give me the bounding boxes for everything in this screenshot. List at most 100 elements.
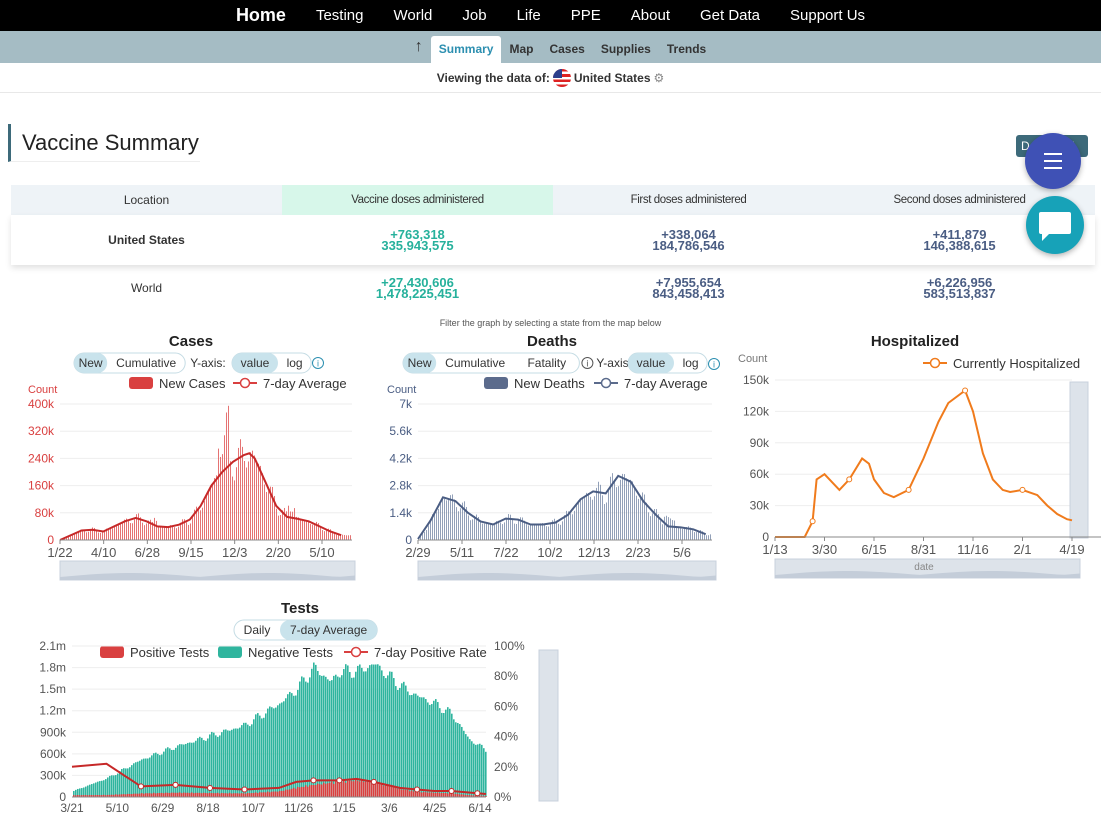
- deaths-bar[interactable]: [540, 523, 541, 540]
- cases-bar[interactable]: [330, 529, 331, 540]
- deaths-bar[interactable]: [678, 527, 679, 540]
- tests-negative-bar[interactable]: [371, 664, 373, 797]
- deaths-bar[interactable]: [684, 528, 685, 540]
- tests-positive-bar[interactable]: [381, 783, 383, 797]
- tests-negative-bar[interactable]: [343, 669, 345, 797]
- tests-negative-bar[interactable]: [153, 753, 155, 797]
- deaths-bar[interactable]: [614, 479, 615, 540]
- nav-life[interactable]: Life: [516, 7, 541, 24]
- tests-positive-bar[interactable]: [319, 784, 321, 797]
- deaths-bar[interactable]: [668, 517, 669, 540]
- cases-bar[interactable]: [212, 483, 213, 540]
- tests-positive-bar[interactable]: [75, 795, 77, 797]
- cases-bar[interactable]: [322, 530, 323, 540]
- deaths-bar[interactable]: [590, 496, 591, 540]
- deaths-bar[interactable]: [634, 487, 635, 540]
- tests-positive-bar[interactable]: [323, 782, 325, 797]
- tests-positive-bar[interactable]: [397, 788, 399, 797]
- tests-negative-bar[interactable]: [451, 713, 453, 797]
- deaths-bar[interactable]: [468, 515, 469, 540]
- tests-positive-bar[interactable]: [367, 781, 369, 797]
- tests-negative-bar[interactable]: [485, 751, 487, 797]
- deaths-bar[interactable]: [700, 530, 701, 540]
- tests-negative-bar[interactable]: [117, 773, 119, 797]
- tests-negative-bar[interactable]: [259, 715, 261, 797]
- tests-rate-point[interactable]: [207, 784, 213, 791]
- cases-bar[interactable]: [106, 528, 107, 540]
- tests-positive-bar[interactable]: [201, 793, 203, 797]
- tests-positive-bar[interactable]: [455, 793, 457, 797]
- tests-negative-bar[interactable]: [421, 697, 423, 797]
- deaths-yaxis-option-value[interactable]: value: [637, 356, 666, 370]
- cases-bar[interactable]: [270, 486, 271, 540]
- tests-negative-bar[interactable]: [363, 671, 365, 797]
- cases-legend-new-swatch[interactable]: [129, 377, 153, 389]
- deaths-bar[interactable]: [654, 509, 655, 540]
- tests-positive-bar[interactable]: [129, 793, 131, 797]
- deaths-bar[interactable]: [618, 486, 619, 540]
- cases-bar[interactable]: [180, 522, 181, 540]
- cases-bar[interactable]: [232, 476, 233, 540]
- tests-negative-bar[interactable]: [425, 699, 427, 797]
- tests-negative-bar[interactable]: [237, 728, 239, 797]
- tests-rate-point[interactable]: [474, 790, 481, 797]
- tests-negative-bar[interactable]: [279, 703, 281, 797]
- deaths-bar[interactable]: [524, 520, 525, 540]
- tests-negative-bar[interactable]: [271, 707, 273, 797]
- tests-positive-bar[interactable]: [127, 793, 129, 797]
- deaths-mode-option-fatality[interactable]: Fatality: [527, 356, 566, 370]
- deaths-bar[interactable]: [692, 530, 693, 540]
- tests-negative-bar[interactable]: [427, 702, 429, 797]
- tests-negative-bar[interactable]: [173, 749, 175, 797]
- tests-negative-bar[interactable]: [407, 691, 409, 797]
- tests-positive-bar[interactable]: [329, 782, 331, 797]
- tests-negative-bar[interactable]: [443, 713, 445, 797]
- tests-positive-bar[interactable]: [387, 785, 389, 797]
- tests-positive-bar[interactable]: [317, 783, 319, 797]
- deaths-bar[interactable]: [534, 524, 535, 540]
- tests-negative-bar[interactable]: [93, 783, 95, 797]
- cases-bar[interactable]: [208, 490, 209, 540]
- cases-mode-option-cumulative[interactable]: Cumulative: [116, 356, 176, 370]
- tests-negative-bar[interactable]: [433, 700, 435, 797]
- cases-bar[interactable]: [250, 452, 251, 540]
- deaths-bar[interactable]: [426, 529, 427, 540]
- tests-legend-negative[interactable]: Negative Tests: [248, 645, 334, 660]
- cases-bar[interactable]: [186, 522, 187, 540]
- tests-negative-bar[interactable]: [189, 742, 191, 797]
- cases-bar[interactable]: [148, 520, 149, 540]
- tests-positive-bar[interactable]: [231, 793, 233, 797]
- cases-bar[interactable]: [98, 532, 99, 540]
- deaths-bar[interactable]: [444, 498, 445, 540]
- cases-bar[interactable]: [142, 522, 143, 540]
- tests-positive-bar[interactable]: [349, 780, 351, 797]
- deaths-bar[interactable]: [516, 523, 517, 540]
- tests-positive-bar[interactable]: [299, 787, 301, 797]
- deaths-bar[interactable]: [494, 523, 495, 540]
- tests-positive-bar[interactable]: [247, 793, 249, 797]
- tests-rate-point[interactable]: [448, 787, 455, 794]
- cases-bar[interactable]: [190, 523, 191, 540]
- tests-negative-bar[interactable]: [87, 785, 89, 797]
- cases-legend-new[interactable]: New Cases: [159, 376, 226, 391]
- cases-bar[interactable]: [130, 523, 131, 540]
- tests-rate-point[interactable]: [414, 786, 420, 793]
- tests-negative-bar[interactable]: [473, 743, 475, 797]
- cases-bar[interactable]: [292, 511, 293, 540]
- deaths-bar[interactable]: [584, 495, 585, 540]
- tests-positive-bar[interactable]: [153, 792, 155, 797]
- tests-positive-bar[interactable]: [353, 781, 355, 797]
- cases-bar[interactable]: [194, 509, 195, 540]
- tests-positive-bar[interactable]: [183, 792, 185, 797]
- viewing-country[interactable]: United States: [573, 70, 651, 85]
- deaths-bar[interactable]: [682, 528, 683, 540]
- deaths-bar[interactable]: [474, 515, 475, 540]
- cases-bar[interactable]: [188, 524, 189, 540]
- tests-positive-bar[interactable]: [73, 795, 75, 797]
- tests-negative-bar[interactable]: [479, 743, 481, 797]
- tests-negative-bar[interactable]: [455, 722, 457, 797]
- cases-bar[interactable]: [74, 534, 75, 540]
- tests-positive-bar[interactable]: [363, 781, 365, 797]
- tests-positive-bar[interactable]: [155, 793, 157, 797]
- tests-negative-bar[interactable]: [349, 672, 351, 797]
